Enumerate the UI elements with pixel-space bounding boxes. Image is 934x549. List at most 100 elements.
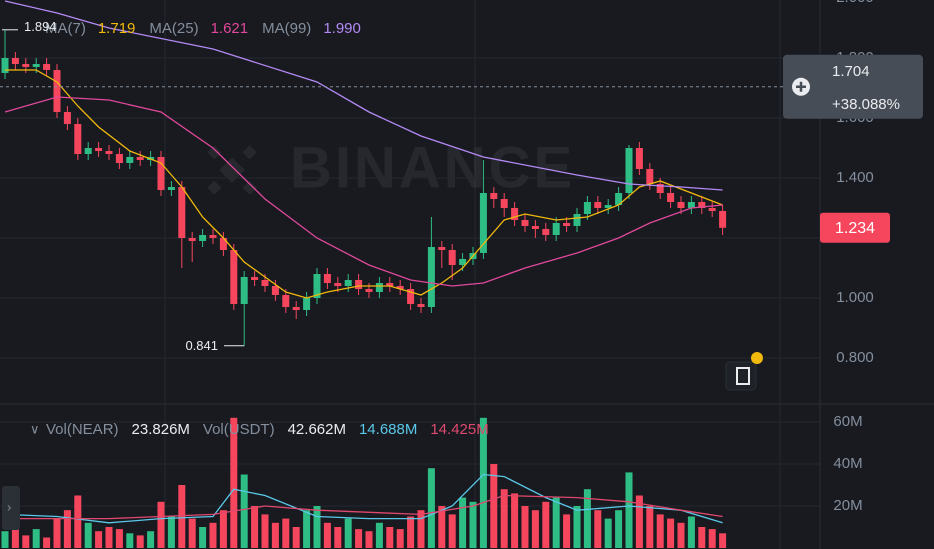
candle-body xyxy=(375,282,383,292)
candle-body xyxy=(355,279,363,289)
candle-body xyxy=(656,183,664,193)
price-tag-value: 1.704 xyxy=(832,63,870,80)
candle-body xyxy=(11,57,19,64)
volume-bar xyxy=(126,533,134,548)
volume-bar xyxy=(396,529,404,548)
candle-body xyxy=(63,111,71,124)
candle-body xyxy=(531,225,539,229)
volume-bar xyxy=(53,518,61,548)
volume-bar xyxy=(656,514,664,548)
ma-line xyxy=(4,473,723,524)
volume-bar xyxy=(667,518,675,548)
volume-bar xyxy=(386,527,394,548)
candle-body xyxy=(677,201,685,208)
side-handle[interactable] xyxy=(2,486,20,530)
volume-bar xyxy=(136,535,144,548)
volume-bar xyxy=(95,531,103,548)
volume-bar xyxy=(74,495,82,548)
volume-bar xyxy=(438,506,446,548)
candle-body xyxy=(188,237,196,241)
last-price-tag xyxy=(820,212,890,243)
volume-bar xyxy=(459,497,467,548)
candle-body xyxy=(230,249,238,304)
candle-body xyxy=(521,219,529,226)
candle-body xyxy=(344,279,352,286)
volume-bar xyxy=(251,506,259,548)
price-tag-change: +38.088% xyxy=(832,96,900,113)
volume-bar xyxy=(282,518,290,548)
legend-name: MA(99) xyxy=(262,20,311,37)
candle-body xyxy=(615,192,623,205)
candle-body xyxy=(604,204,612,208)
candle-body xyxy=(303,297,311,310)
note-icon[interactable] xyxy=(725,352,763,391)
volume-bar xyxy=(542,501,550,548)
candle-body xyxy=(240,276,248,304)
candle-body xyxy=(407,288,415,304)
volume-bar xyxy=(199,527,207,548)
candle-body xyxy=(32,63,40,67)
y-tick-label: 40M xyxy=(833,455,862,472)
volume-bar xyxy=(147,531,155,548)
candle-body xyxy=(698,201,706,208)
candle-body xyxy=(43,63,51,70)
candle-body xyxy=(625,147,633,193)
candle-body xyxy=(500,198,508,208)
volume-bar xyxy=(292,527,300,548)
legend-value: 1.990 xyxy=(323,20,361,37)
candle-body xyxy=(178,186,186,238)
price-tag[interactable] xyxy=(783,54,923,119)
volume-bar xyxy=(594,510,602,548)
candle-body xyxy=(490,192,498,199)
watermark-text: BINANCE xyxy=(290,135,575,200)
volume-bar xyxy=(22,535,30,548)
low-label: 0.841 xyxy=(185,338,218,353)
volume-bar xyxy=(469,501,477,548)
volume-bar xyxy=(105,527,113,548)
volume-ma-value: 14.688M xyxy=(359,421,417,438)
volume-legend-value: 42.662M xyxy=(288,421,346,438)
volume-bar xyxy=(63,510,71,548)
volume-bar xyxy=(303,510,311,548)
volume-bar xyxy=(531,510,539,548)
candle-body xyxy=(261,279,269,286)
volume-bar xyxy=(375,522,383,548)
volume-bar xyxy=(708,529,716,548)
volume-bar xyxy=(230,417,238,548)
volume-bar xyxy=(115,529,123,548)
candle-body xyxy=(396,285,404,289)
candle-body xyxy=(438,246,446,250)
volume-bar xyxy=(323,522,331,548)
candle-body xyxy=(583,201,591,214)
volume-bar xyxy=(563,514,571,548)
volume-legend-name: Vol(NEAR) xyxy=(46,421,119,438)
collapse-icon[interactable]: ∨ xyxy=(30,421,40,436)
y-tick-label: 1.400 xyxy=(836,169,874,186)
volume-bar xyxy=(219,510,227,548)
ma-line xyxy=(4,96,723,287)
candle-body xyxy=(687,201,695,208)
volume-bar xyxy=(334,527,342,548)
volume-bar xyxy=(511,493,519,548)
volume-bar xyxy=(687,516,695,548)
candle-body xyxy=(635,147,643,169)
ma-line xyxy=(5,69,723,299)
candle-body xyxy=(157,156,165,190)
volume-bar xyxy=(407,516,415,548)
candle-body xyxy=(84,147,92,154)
volume-bar xyxy=(355,529,363,548)
legend-name: MA(25) xyxy=(149,20,198,37)
candle-body xyxy=(427,246,435,307)
candle-body xyxy=(542,228,550,235)
volume-bar xyxy=(615,510,623,548)
y-tick-label: 60M xyxy=(833,413,862,430)
y-tick-label: 0.800 xyxy=(836,349,874,366)
volume-bar xyxy=(635,495,643,548)
candle-body xyxy=(459,258,467,265)
volume-ma-value: 14.425M xyxy=(430,421,488,438)
candle-body xyxy=(646,168,654,184)
legend-value: 1.719 xyxy=(98,20,136,37)
candle-body xyxy=(136,156,144,160)
candle-body xyxy=(719,210,727,228)
